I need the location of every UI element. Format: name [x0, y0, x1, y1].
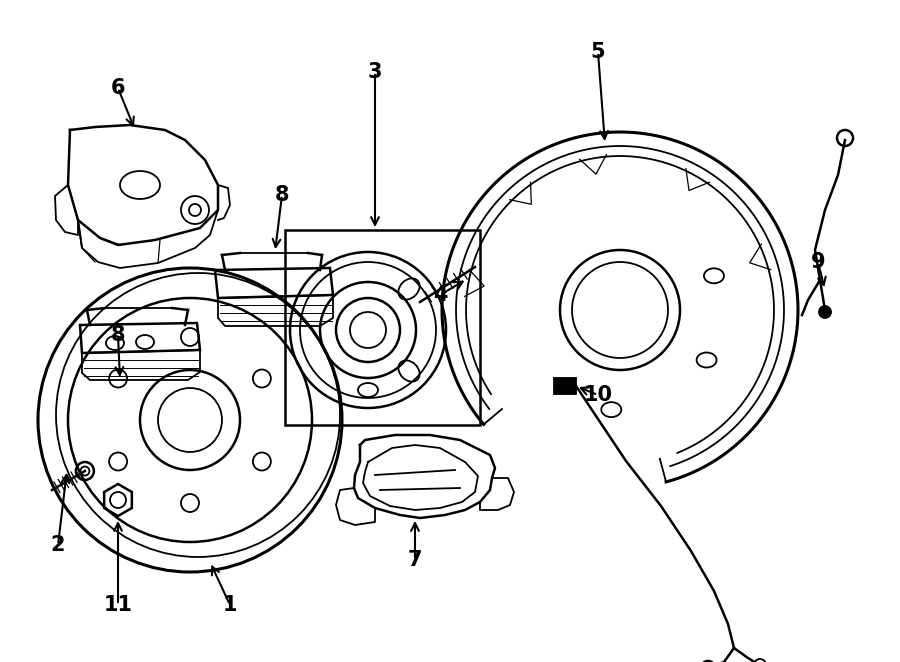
- Text: 1: 1: [223, 595, 238, 615]
- Text: 6: 6: [111, 78, 125, 98]
- Text: 5: 5: [590, 42, 606, 62]
- Text: 4: 4: [433, 285, 447, 305]
- Text: 7: 7: [408, 550, 422, 570]
- Text: 9: 9: [811, 252, 825, 272]
- Text: 10: 10: [583, 385, 613, 405]
- Text: 8: 8: [111, 325, 125, 345]
- Text: 11: 11: [104, 595, 132, 615]
- Circle shape: [819, 306, 831, 318]
- Text: 3: 3: [368, 62, 382, 82]
- Bar: [285, 230, 480, 425]
- Bar: [554, 378, 576, 394]
- Text: 8: 8: [274, 185, 289, 205]
- Text: 2: 2: [50, 535, 66, 555]
